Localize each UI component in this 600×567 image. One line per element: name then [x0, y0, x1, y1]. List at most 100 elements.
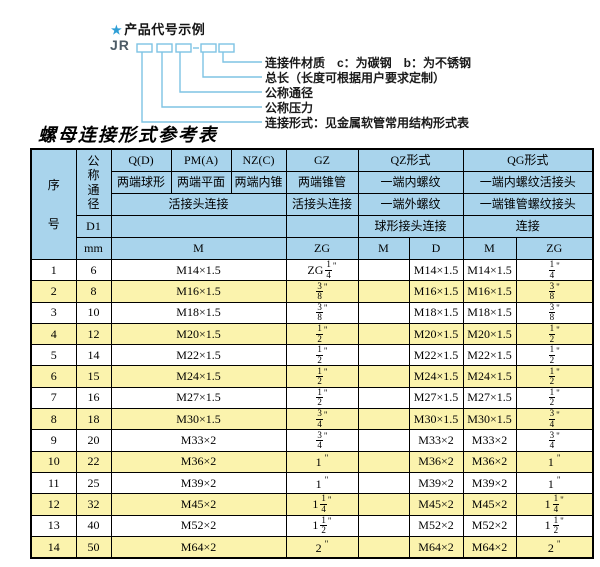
- cell-seq: 3: [30, 301, 77, 324]
- header-qz-d: D: [408, 237, 464, 260]
- cell-thread-m: M30×1.5: [110, 408, 287, 431]
- star-icon: ★: [111, 23, 123, 37]
- code-box-4: [200, 43, 217, 53]
- cell-qz-m: [357, 493, 410, 516]
- table-row: 3 10 M18×1.5 3 8 " M18×1.5 M18×1.5 3 8 ": [30, 301, 594, 324]
- inch-mark: ": [560, 494, 564, 505]
- inch-text: 1: [312, 518, 319, 533]
- cell-qz-d: M18×1.5: [408, 301, 464, 324]
- header-pm-desc: 两端平面: [170, 171, 232, 194]
- header-union-connection: 活接头连接: [110, 193, 287, 216]
- cell-qz-m: [357, 429, 410, 452]
- connector-line-material: [222, 52, 262, 63]
- cell-qg-m: M39×2: [462, 471, 517, 495]
- cell-seq: 1: [30, 258, 77, 282]
- cell-qz-m: [357, 386, 410, 410]
- header-zg-main: ZG: [285, 237, 359, 260]
- table-row: 9 20 M33×2 3 4 " M33×2 M33×2 3 4 ": [30, 429, 594, 452]
- cell-qg-zg: 3 4 ": [515, 408, 594, 431]
- cell-seq: 2: [30, 280, 77, 303]
- header-q: Q(D): [110, 148, 172, 172]
- inch-mark: ": [556, 538, 561, 549]
- cell-qz-d: M45×2: [408, 493, 464, 516]
- inch-text: 2: [315, 540, 322, 555]
- cell-qz-m: [357, 365, 410, 388]
- cell-qg-m: M36×2: [462, 450, 517, 473]
- cell-thread-zg: 3 8 ": [285, 280, 359, 303]
- header-qg-zg: ZG: [515, 237, 594, 260]
- cell-thread-zg: 1 2 ": [285, 365, 359, 388]
- cell-thread-m: M36×2: [110, 450, 287, 473]
- table-row: 10 22 M36×2 1 " M36×2 M36×2 1 ": [30, 450, 594, 473]
- inch-mark: ": [556, 303, 560, 314]
- table-row: 1 6 M14×1.5 ZG 1 4 " M14×1.5 M14×1.5 1 4 ": [30, 258, 594, 282]
- cell-bore-mm: 12: [75, 322, 112, 346]
- cell-thread-m: M18×1.5: [110, 301, 287, 324]
- cell-qg-zg: 1 1 2 ": [515, 514, 594, 537]
- cell-qz-d: M27×1.5: [408, 386, 464, 410]
- header-blank-gz: [285, 215, 359, 238]
- inch-mark: ": [556, 345, 560, 356]
- table-row: 14 50 M64×2 2 " M64×2 M64×2 2 ": [30, 535, 594, 559]
- inch-text: 1: [312, 496, 319, 511]
- table-row: 8 18 M30×1.5 3 4 " M30×1.5 M30×1.5 3 4 ": [30, 408, 594, 431]
- inch-mark: ": [324, 474, 329, 485]
- inch-mark: ": [560, 516, 564, 527]
- cell-bore-mm: 32: [75, 493, 112, 516]
- cell-bore-mm: 50: [75, 535, 112, 559]
- code-box-2: [156, 43, 173, 53]
- header-qz-desc2: 一端外螺纹: [357, 193, 464, 216]
- cell-thread-m: M45×2: [110, 493, 287, 516]
- header-nz-desc: 两端内锥: [230, 171, 287, 194]
- cell-qz-m: [357, 408, 410, 431]
- cell-seq: 10: [30, 450, 77, 473]
- inch-text: 1: [547, 476, 554, 491]
- cell-qg-zg: 1 ": [515, 450, 594, 473]
- header-blank-qpmnz: [110, 215, 287, 238]
- code-box-1: [136, 43, 153, 53]
- cell-qg-m: M64×2: [462, 535, 517, 559]
- header-q-desc: 两端球形: [110, 171, 172, 194]
- cell-qg-m: M24×1.5: [462, 365, 517, 388]
- cell-qz-m: [357, 344, 410, 367]
- inch-mark: ": [323, 409, 328, 420]
- inch-mark: ": [324, 453, 329, 464]
- table-row: 6 15 M24×1.5 1 2 " M24×1.5 M24×1.5 1 2 ": [30, 365, 594, 388]
- inch-mark: ": [323, 303, 328, 314]
- cell-qg-zg: 1 1 4 ": [515, 493, 594, 516]
- inch-mark: ": [323, 281, 328, 292]
- header-gz-connection: 活接头连接: [285, 193, 359, 216]
- inch-mark: ": [327, 494, 332, 505]
- inch-mark: ": [556, 281, 560, 292]
- header-qz-desc1: 一端内螺纹: [357, 171, 464, 194]
- cell-thread-zg: 1 2 ": [285, 344, 359, 367]
- cell-thread-zg: 1 1 4 ": [285, 493, 359, 516]
- cell-bore-mm: 14: [75, 344, 112, 367]
- cell-seq: 14: [30, 535, 77, 559]
- cell-qz-m: [357, 322, 410, 346]
- cell-bore-mm: 20: [75, 429, 112, 452]
- code-box-3: [175, 43, 192, 53]
- cell-qz-d: M30×1.5: [408, 408, 464, 431]
- inch-mark: ": [323, 388, 328, 399]
- cell-seq: 6: [30, 365, 77, 388]
- cell-qz-d: M24×1.5: [408, 365, 464, 388]
- table-row: 5 14 M22×1.5 1 2 " M22×1.5 M22×1.5 1 2 ": [30, 344, 594, 367]
- cell-thread-m: M39×2: [110, 471, 287, 495]
- cell-thread-zg: 3 4 ": [285, 429, 359, 452]
- inch-mark: ": [556, 367, 560, 378]
- cell-qg-zg: 3 4 ": [515, 429, 594, 452]
- header-pm: PM(A): [170, 148, 232, 172]
- cell-qg-m: M16×1.5: [462, 280, 517, 303]
- cell-qz-d: M33×2: [408, 429, 464, 452]
- inch-text: 2: [547, 540, 554, 555]
- cell-qz-m: [357, 535, 410, 559]
- cell-qg-zg: 1 2 ": [515, 322, 594, 346]
- cell-thread-zg: 1 ": [285, 471, 359, 495]
